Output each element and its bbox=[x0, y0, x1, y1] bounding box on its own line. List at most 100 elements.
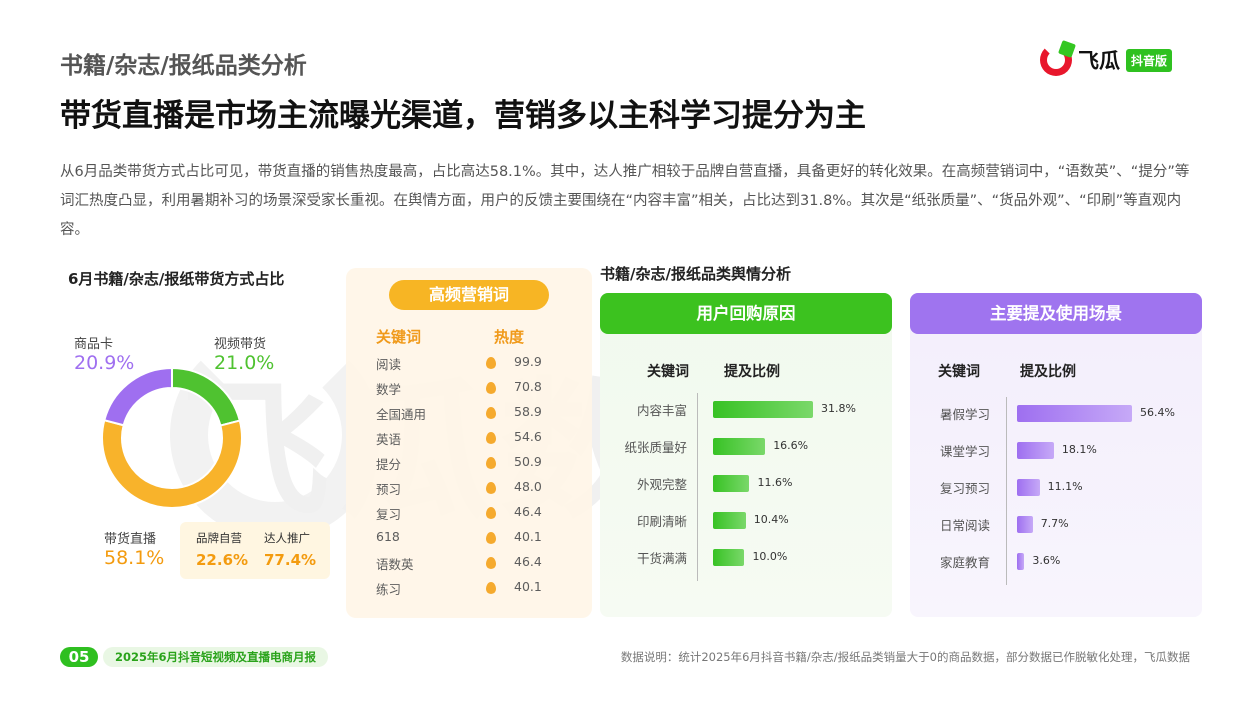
bar-value-label: 7.7% bbox=[1040, 517, 1069, 530]
bar-value-label: 11.1% bbox=[1047, 480, 1083, 493]
flame-icon bbox=[486, 432, 496, 444]
donut-chart-title: 6月书籍/杂志/报纸带货方式占比 bbox=[68, 270, 285, 288]
donut-slice-0 bbox=[171, 366, 242, 427]
flame-icon bbox=[486, 532, 496, 544]
divider bbox=[697, 393, 698, 581]
feigua-logo-icon bbox=[1040, 44, 1072, 76]
flame-icon bbox=[486, 507, 496, 519]
flame-icon bbox=[486, 357, 496, 369]
keyword-text: 全国通用 bbox=[376, 407, 427, 422]
bar-row: 外观完整 11.6% bbox=[600, 474, 892, 494]
flame-icon bbox=[486, 582, 496, 594]
keywords-title: 高频营销词 bbox=[389, 280, 549, 310]
donut-chart bbox=[101, 366, 243, 509]
bar bbox=[1017, 553, 1025, 570]
slice-label-live: 带货直播 58.1% bbox=[104, 528, 164, 569]
keyword-column-header: 关键词 bbox=[938, 364, 980, 380]
card-title: 主要提及使用场景 bbox=[910, 293, 1202, 334]
split-value: 77.4% bbox=[264, 551, 317, 569]
slice-value: 21.0% bbox=[214, 352, 275, 374]
bar-value-label: 10.0% bbox=[752, 550, 788, 563]
bar-category-label: 内容丰富 bbox=[636, 403, 687, 418]
flame-icon bbox=[486, 382, 496, 394]
bar-row: 家庭教育 3.6% bbox=[910, 552, 1202, 572]
keyword-text: 提分 bbox=[376, 457, 402, 472]
card-title: 用户回购原因 bbox=[600, 293, 892, 334]
bar bbox=[713, 438, 766, 455]
bar-category-label: 外观完整 bbox=[636, 477, 687, 492]
keyword-row: 英语 54.6 bbox=[346, 429, 592, 454]
bar-row: 干货满满 10.0% bbox=[600, 548, 892, 568]
bar-category-label: 复习预习 bbox=[939, 481, 990, 496]
slice-value: 58.1% bbox=[104, 547, 165, 569]
keyword-column-header: 关键词 bbox=[376, 328, 422, 346]
bar-category-label: 暑假学习 bbox=[939, 407, 990, 422]
bar-value-label: 16.6% bbox=[773, 439, 809, 452]
bar-category-label: 家庭教育 bbox=[939, 555, 990, 570]
slice-name: 视频带货 bbox=[214, 337, 267, 352]
bar bbox=[713, 401, 813, 418]
heat-value: 70.8 bbox=[514, 379, 542, 394]
keyword-row: 全国通用 58.9 bbox=[346, 404, 592, 429]
bar-value-label: 11.6% bbox=[757, 476, 793, 489]
split-name: 品牌自营 bbox=[196, 531, 242, 545]
slice-name: 商品卡 bbox=[74, 337, 114, 352]
bar-row: 印刷清晰 10.4% bbox=[600, 511, 892, 531]
split-name: 达人推广 bbox=[264, 531, 310, 545]
flame-icon bbox=[486, 482, 496, 494]
flame-icon bbox=[486, 407, 496, 419]
page-number: 05 bbox=[60, 647, 98, 667]
repurchase-reasons-card: 用户回购原因 关键词 提及比例 内容丰富 31.8% 纸张质量好 16.6% 外观完整 1… bbox=[600, 293, 892, 617]
logo-text: 飞瓜 bbox=[1078, 49, 1120, 73]
keyword-text: 英语 bbox=[376, 432, 402, 447]
bar-row: 纸张质量好 16.6% bbox=[600, 437, 892, 457]
heat-column-header: 热度 bbox=[494, 328, 525, 346]
keyword-row: 复习 46.4 bbox=[346, 504, 592, 529]
bar-value-label: 18.1% bbox=[1061, 443, 1097, 456]
bar-category-label: 干货满满 bbox=[636, 551, 687, 566]
keyword-row: 提分 50.9 bbox=[346, 454, 592, 479]
keyword-text: 练习 bbox=[376, 582, 402, 597]
split-brand: 品牌自营 22.6% bbox=[196, 530, 248, 569]
heat-value: 48.0 bbox=[514, 479, 542, 494]
keyword-row: 语数英 46.4 bbox=[346, 554, 592, 579]
bar-row: 暑假学习 56.4% bbox=[910, 404, 1202, 424]
slice-label-product-card: 商品卡 20.9% bbox=[74, 333, 134, 374]
flame-icon bbox=[486, 557, 496, 569]
bar-value-label: 56.4% bbox=[1140, 406, 1175, 419]
section-title: 书籍/杂志/报纸品类分析 bbox=[60, 53, 307, 79]
donut-slice-2 bbox=[103, 366, 173, 427]
heat-value: 46.4 bbox=[514, 554, 542, 569]
heat-value: 54.6 bbox=[514, 429, 542, 444]
bar-value-label: 31.8% bbox=[821, 402, 856, 415]
keyword-text: 618 bbox=[376, 529, 400, 544]
keyword-text: 数学 bbox=[376, 382, 402, 397]
heat-value: 40.1 bbox=[514, 579, 542, 594]
ratio-column-header: 提及比例 bbox=[724, 364, 780, 380]
bar bbox=[1017, 479, 1040, 496]
slice-value: 20.9% bbox=[74, 352, 135, 374]
keyword-text: 语数英 bbox=[376, 557, 414, 572]
ratio-column-header: 提及比例 bbox=[1020, 364, 1076, 380]
keyword-text: 阅读 bbox=[376, 357, 402, 372]
bar-category-label: 课堂学习 bbox=[939, 444, 990, 459]
report-name: 2025年6月抖音短视频及直播电商月报 bbox=[103, 647, 329, 667]
keyword-text: 复习 bbox=[376, 507, 402, 522]
keyword-text: 预习 bbox=[376, 482, 402, 497]
slice-label-video: 视频带货 21.0% bbox=[214, 333, 274, 374]
brand-logo: 飞瓜 抖音版 bbox=[1040, 44, 1173, 76]
bar bbox=[713, 512, 746, 529]
page-headline: 带货直播是市场主流曝光渠道，营销多以主科学习提分为主 bbox=[60, 98, 866, 134]
heat-value: 46.4 bbox=[514, 504, 542, 519]
bar bbox=[713, 475, 750, 492]
heat-value: 99.9 bbox=[514, 354, 542, 369]
keyword-row: 预习 48.0 bbox=[346, 479, 592, 504]
bar-row: 课堂学习 18.1% bbox=[910, 441, 1202, 461]
logo-badge: 抖音版 bbox=[1126, 48, 1173, 72]
bar-category-label: 印刷清晰 bbox=[636, 514, 687, 529]
slice-name: 带货直播 bbox=[104, 532, 157, 547]
keyword-row: 练习 40.1 bbox=[346, 579, 592, 604]
keyword-row: 数学 70.8 bbox=[346, 379, 592, 404]
summary-text: 从6月品类带货方式占比可见，带货直播的销售热度最高，占比高达58.1%。其中，达… bbox=[60, 164, 1190, 238]
heat-value: 50.9 bbox=[514, 454, 542, 469]
